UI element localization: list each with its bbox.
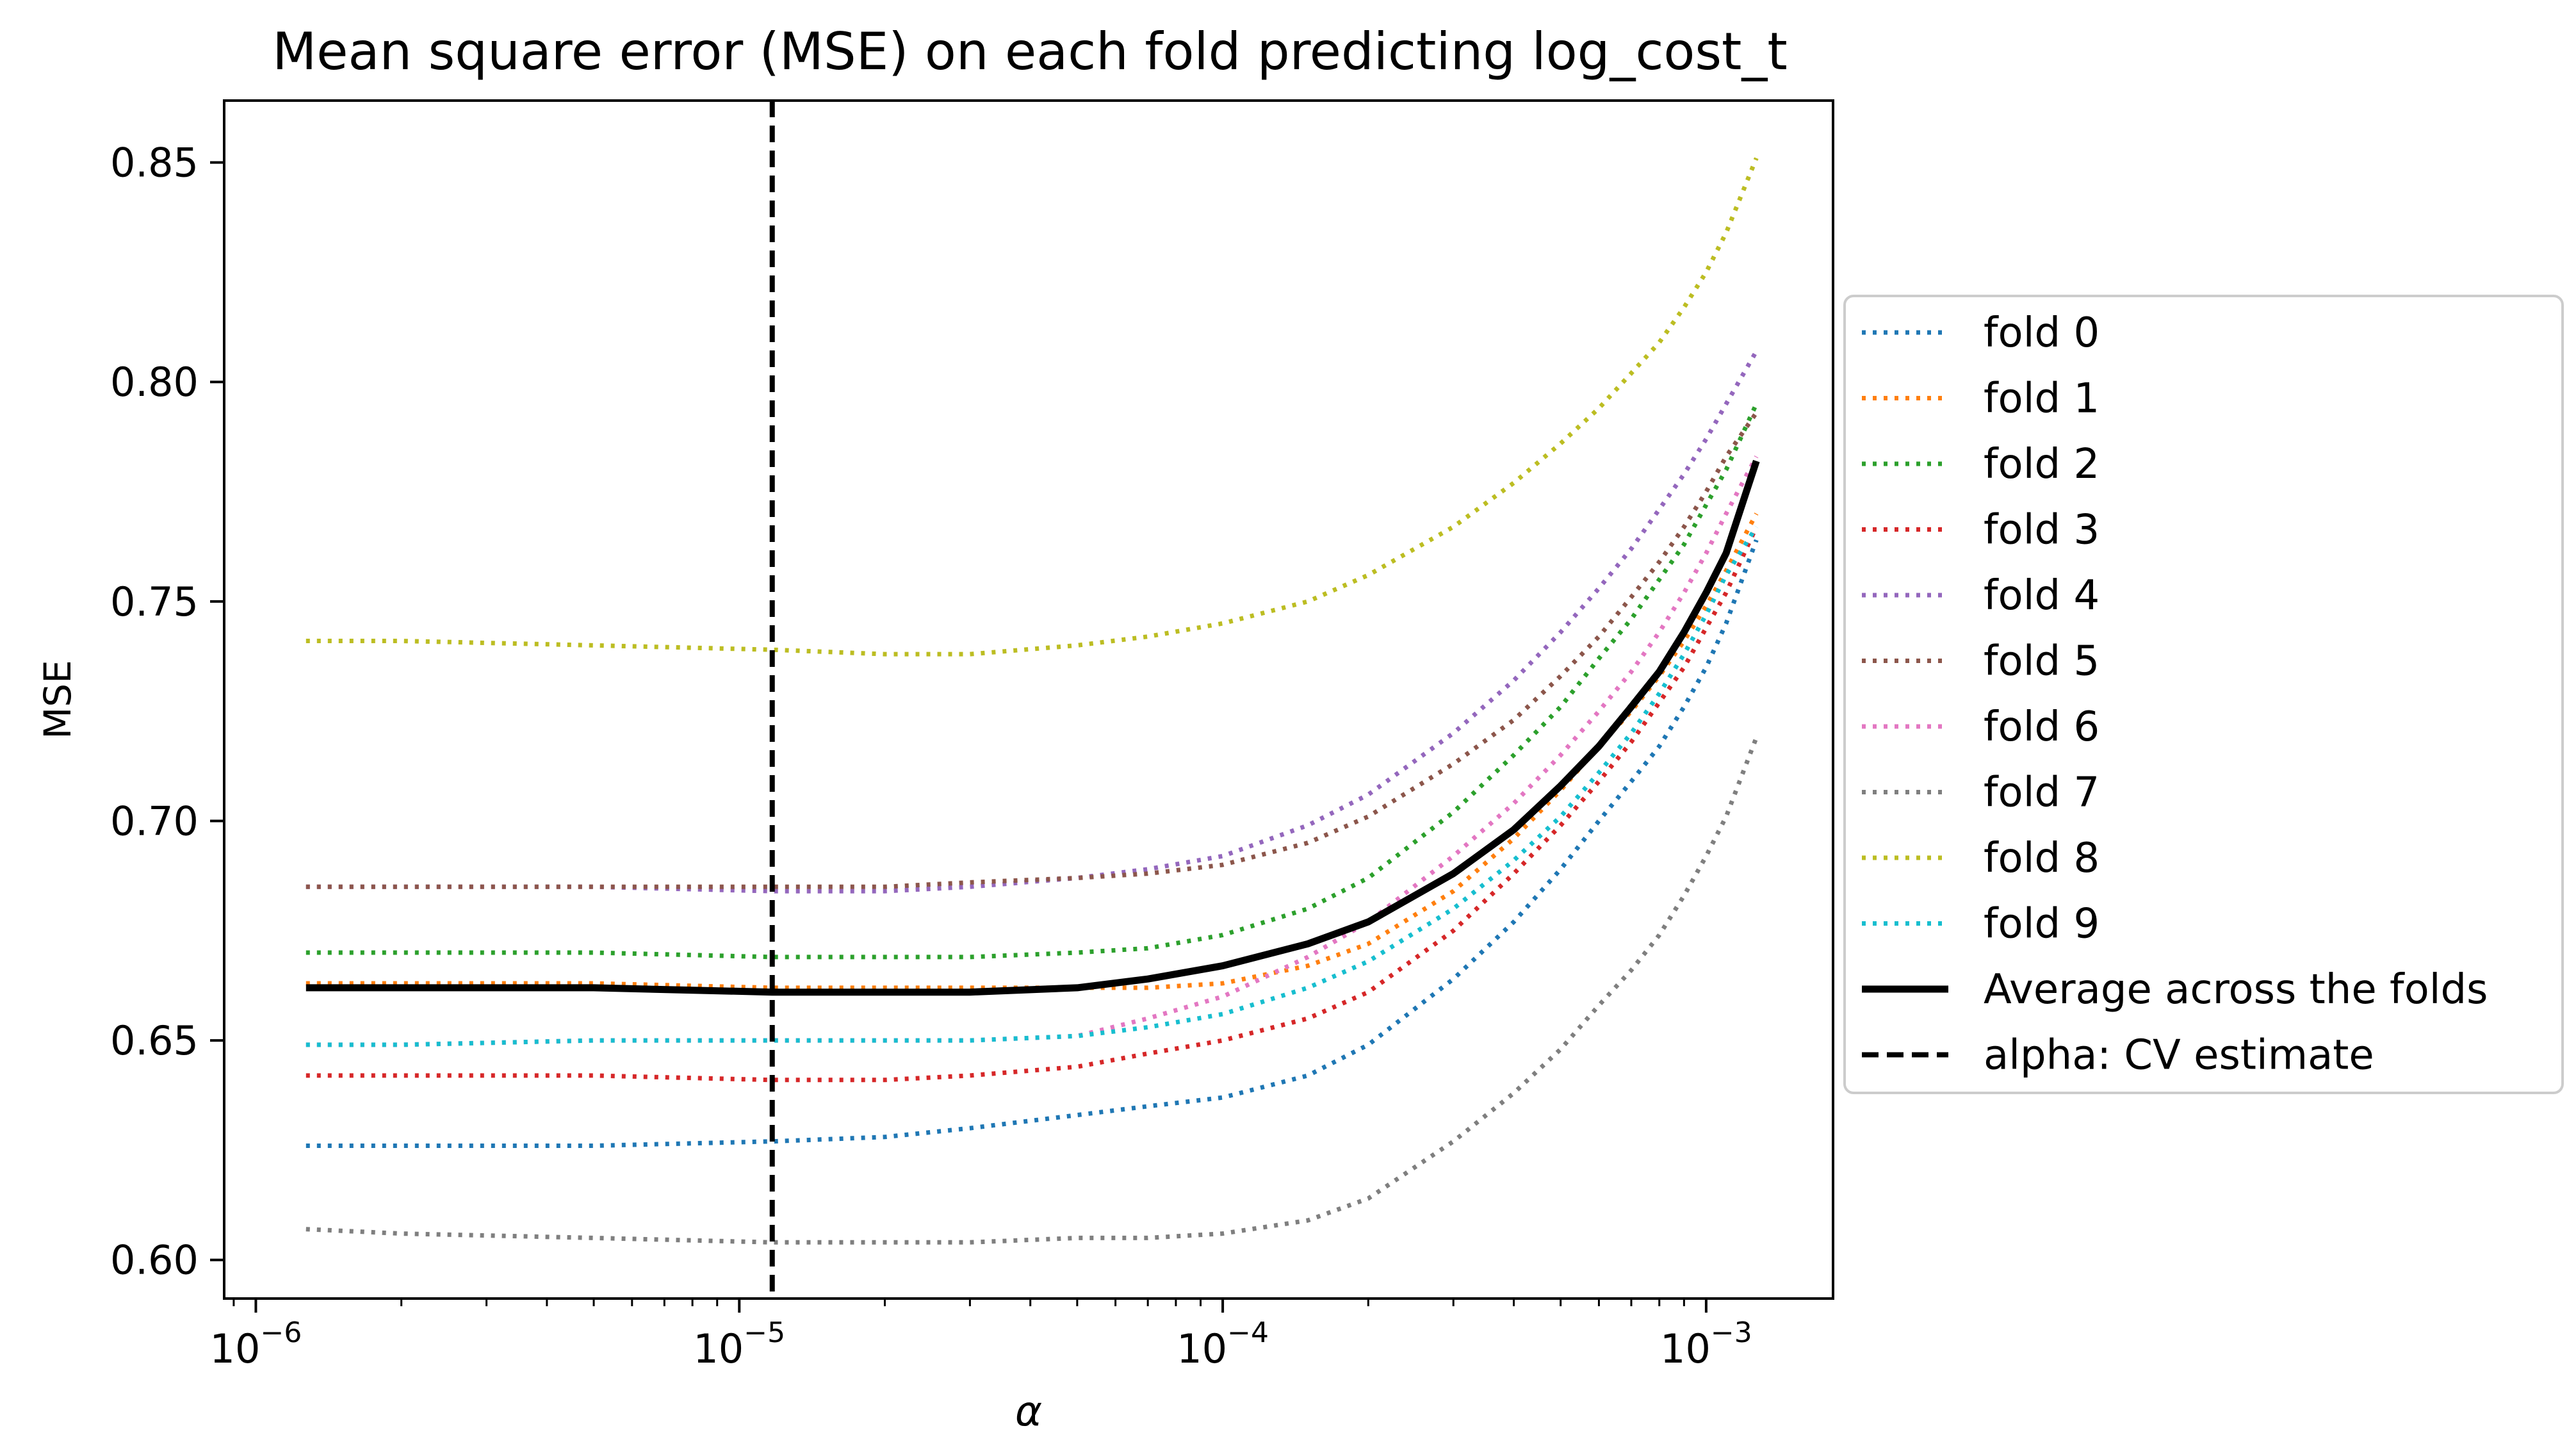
fold-line-2 bbox=[306, 403, 1759, 960]
fold-line-5 bbox=[306, 411, 1759, 889]
legend-label: fold 9 bbox=[1984, 901, 2099, 948]
fold-line-8 bbox=[306, 157, 1759, 657]
fold-line-3 bbox=[306, 525, 1759, 1083]
fold-line-9 bbox=[306, 525, 1759, 1047]
fold-line-4 bbox=[306, 350, 1759, 894]
y-axis: 0.60 0.65 0.70 0.75 0.80 0.85 bbox=[110, 140, 224, 1284]
y-axis-label: MSE bbox=[36, 660, 79, 739]
x-tick-label: 10−5 bbox=[693, 1316, 785, 1372]
plot-area-frame bbox=[223, 99, 1834, 1300]
y-tick-label: 0.70 bbox=[110, 798, 199, 844]
y-tick-label: 0.60 bbox=[110, 1237, 199, 1284]
legend-label: fold 4 bbox=[1984, 572, 2099, 619]
legend-label: alpha: CV estimate bbox=[1984, 1032, 2374, 1079]
legend-label: fold 7 bbox=[1984, 769, 2099, 817]
x-axis-label: α bbox=[1015, 1388, 1042, 1436]
fold-line-7 bbox=[306, 737, 1759, 1245]
y-tick-label: 0.75 bbox=[110, 578, 199, 625]
legend-box bbox=[1843, 295, 2564, 1094]
fold-line-1 bbox=[306, 512, 1759, 990]
legend-label: fold 1 bbox=[1984, 375, 2099, 423]
legend: fold 0 fold 1 fold 2 fold 3 fold 4 fold 5 fold… bbox=[1843, 295, 2564, 1094]
legend-label: Average across the folds bbox=[1984, 966, 2488, 1013]
y-tick-label: 0.65 bbox=[110, 1017, 199, 1064]
average-line bbox=[306, 459, 1760, 996]
chart-title: Mean square error (MSE) on each fold pre… bbox=[272, 22, 1788, 81]
legend-label: fold 6 bbox=[1984, 703, 2099, 751]
x-axis: 10−6 10−5 10−4 10−3 bbox=[210, 1299, 1752, 1372]
y-tick-label: 0.80 bbox=[110, 359, 199, 406]
y-tick-label: 0.85 bbox=[110, 140, 199, 186]
legend-label: fold 8 bbox=[1984, 835, 2099, 882]
x-tick-label: 10−6 bbox=[210, 1316, 302, 1372]
legend-label: fold 3 bbox=[1984, 507, 2099, 554]
x-tick-label: 10−4 bbox=[1177, 1316, 1269, 1372]
x-tick-label: 10−3 bbox=[1660, 1316, 1752, 1372]
legend-label: fold 5 bbox=[1984, 638, 2099, 685]
series-layer bbox=[306, 157, 1760, 1245]
legend-label: fold 2 bbox=[1984, 441, 2099, 488]
fold-line-0 bbox=[306, 539, 1759, 1148]
legend-label: fold 0 bbox=[1984, 309, 2099, 357]
